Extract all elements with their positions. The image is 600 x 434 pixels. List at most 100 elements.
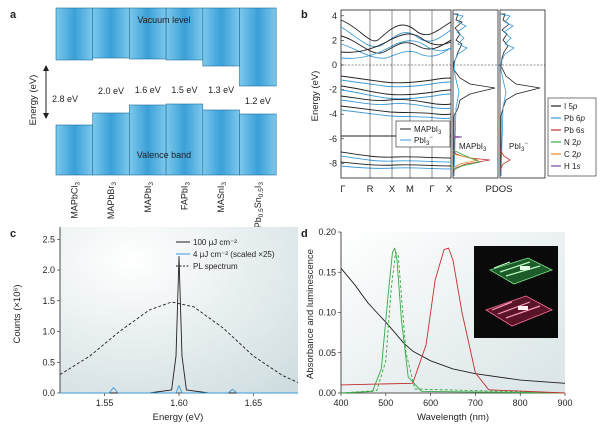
xtick-label-4: 800 [513, 398, 528, 408]
ytick-label-3: 0.15 [318, 267, 336, 277]
band-ytick-label-4: -4 [329, 109, 337, 119]
xtick-label-5: 900 [557, 398, 572, 408]
band-diagram [55, 7, 277, 176]
panel-d-series [340, 247, 566, 394]
band-xtick-label-1: R [367, 184, 374, 195]
ytick-label-2: 1.0 [42, 327, 55, 337]
bandgap-value-4: 1.3 eV [208, 85, 234, 95]
series-line-1 [60, 385, 298, 394]
material-label-0: MAPbCl3 [69, 182, 81, 219]
pdos-mapbi3-label: MAPbI3 [459, 142, 487, 153]
valence-band-4 [202, 109, 240, 176]
valence-band-label: Valence band [137, 150, 191, 160]
pdos-mapbi3 [452, 13, 496, 177]
panel-d: d Absorbance and luminescence Wavelength… [301, 227, 573, 423]
series-line-0 [340, 267, 566, 384]
xtick-label-1: 1.60 [170, 398, 188, 408]
panel-a-ylabel: Energy (eV) [28, 75, 39, 126]
xtick-label-1: 500 [378, 398, 393, 408]
pdos-legend-label-3: N 2p [564, 138, 581, 147]
legend-c-pl: PL spectrum [193, 262, 238, 271]
panel-d-label: d [301, 228, 308, 240]
band-ytick-label-0: 4 [332, 11, 337, 21]
material-label-4: MASnI3 [216, 182, 228, 213]
pdos-legend-label-2: Pb 6s [564, 126, 584, 135]
panel-c-label: c [10, 228, 16, 240]
vacuum-band-5 [239, 7, 277, 87]
panel-d-axes: 400 500 600 700 800 900 0.00 0.05 0.10 0.15 0.20 [318, 227, 572, 408]
band-ytick-label-5: -6 [329, 134, 337, 144]
vacuum-band-4 [202, 7, 240, 67]
xtick-label-2: 600 [423, 398, 438, 408]
ytick-label-4: 2.0 [42, 265, 55, 275]
bandgap-value-0: 2.8 eV [52, 94, 78, 104]
band-xtick-label-0: Γ [340, 184, 345, 195]
xtick-label-0: 400 [333, 398, 348, 408]
band-ytick-label-2: 0 [332, 60, 337, 70]
vacuum-band-0 [55, 7, 94, 61]
ytick-label-1: 0.5 [42, 357, 55, 367]
panel-c-ylabel: Counts (×10⁶) [12, 284, 23, 343]
pdos-legend-label-1: Pb 6p [564, 114, 585, 123]
ytick-label-3: 1.5 [42, 296, 55, 306]
ytick-label-0: 0.0 [42, 388, 55, 398]
band-lines [340, 19, 452, 170]
panel-c-xlabel: Energy (eV) [153, 412, 204, 423]
band-ytick-label-6: -8 [329, 158, 337, 168]
band-ytick-label-3: -2 [329, 85, 337, 95]
high-symmetry-lines [369, 10, 433, 178]
panel-c: c Counts (×10⁶) Energy (eV) 1.55 1.60 1.65… [10, 227, 299, 423]
material-label-3: FAPbI3 [179, 182, 191, 211]
pdos-pbi3 [499, 13, 541, 177]
ytick-label-5: 2.5 [42, 234, 55, 244]
pdos-legend-label-5: H 1s [564, 162, 580, 171]
valence-band-3 [165, 103, 204, 176]
ytick-label-0: 0.00 [318, 388, 336, 398]
pdos-xlabel: PDOS [486, 184, 513, 195]
panel-c-series [59, 256, 299, 394]
xtick-label-0: 1.55 [96, 398, 114, 408]
bandgap-arrow [43, 65, 49, 119]
vacuum-band-1 [92, 7, 130, 59]
panel-c-plot-area [60, 227, 298, 393]
valence-band-0 [55, 124, 94, 176]
panel-b-ylabel: Energy (eV) [310, 71, 321, 122]
series-line-0 [60, 256, 298, 394]
pdos-mapbi3-frame [452, 9, 499, 179]
band-xtick-label-2: X [389, 184, 396, 195]
pdos-pbi3-label: PbI3− [509, 141, 528, 153]
band-xtick-label-4: Γ [429, 184, 434, 195]
panel-d-ylabel: Absorbance and luminescence [305, 249, 316, 379]
series-line-2 [340, 251, 566, 394]
legend-c-4: 4 μJ cm⁻² (scaled ×25) [193, 250, 275, 259]
bandgap-value-3: 1.5 eV [171, 85, 197, 95]
band-legend: MAPbI3 PbI3− [395, 120, 451, 148]
bandgap-value-2: 1.6 eV [135, 85, 161, 95]
series-line-3 [340, 247, 566, 394]
legend-pbi3: PbI3− [414, 135, 433, 147]
legend-mapbi3: MAPbI3 [414, 125, 442, 136]
band-structure-frame [340, 9, 452, 179]
pdos-legend-label-4: C 2p [564, 150, 581, 159]
panel-b-label: b [301, 9, 308, 21]
ytick-label-1: 0.05 [318, 348, 336, 358]
band-ytick-label-1: 2 [332, 35, 337, 45]
pdos-legend: I 5p Pb 6p Pb 6s N 2p C 2p H 1s [547, 97, 597, 177]
bandgap-value-1: 2.0 eV [98, 86, 124, 96]
panel-a-label: a [10, 9, 17, 21]
pdos-pbi3-frame [499, 9, 546, 179]
ytick-label-4: 0.20 [318, 227, 336, 237]
xtick-label-2: 1.65 [245, 398, 263, 408]
panel-a: a Energy (eV) Vacuum level Valence band … [10, 7, 277, 242]
legend-c-100: 100 μJ cm⁻² [193, 238, 237, 247]
material-label-2: MAPbI3 [143, 182, 155, 213]
band-xtick-label-5: X [446, 184, 453, 195]
valence-band-2 [129, 104, 167, 176]
bandgap-value-5: 1.2 eV [245, 96, 271, 106]
panel-c-legend: 100 μJ cm⁻² 4 μJ cm⁻² (scaled ×25) PL sp… [176, 238, 275, 271]
pdos-legend-label-0: I 5p [564, 102, 578, 111]
series-line-2 [59, 301, 299, 383]
